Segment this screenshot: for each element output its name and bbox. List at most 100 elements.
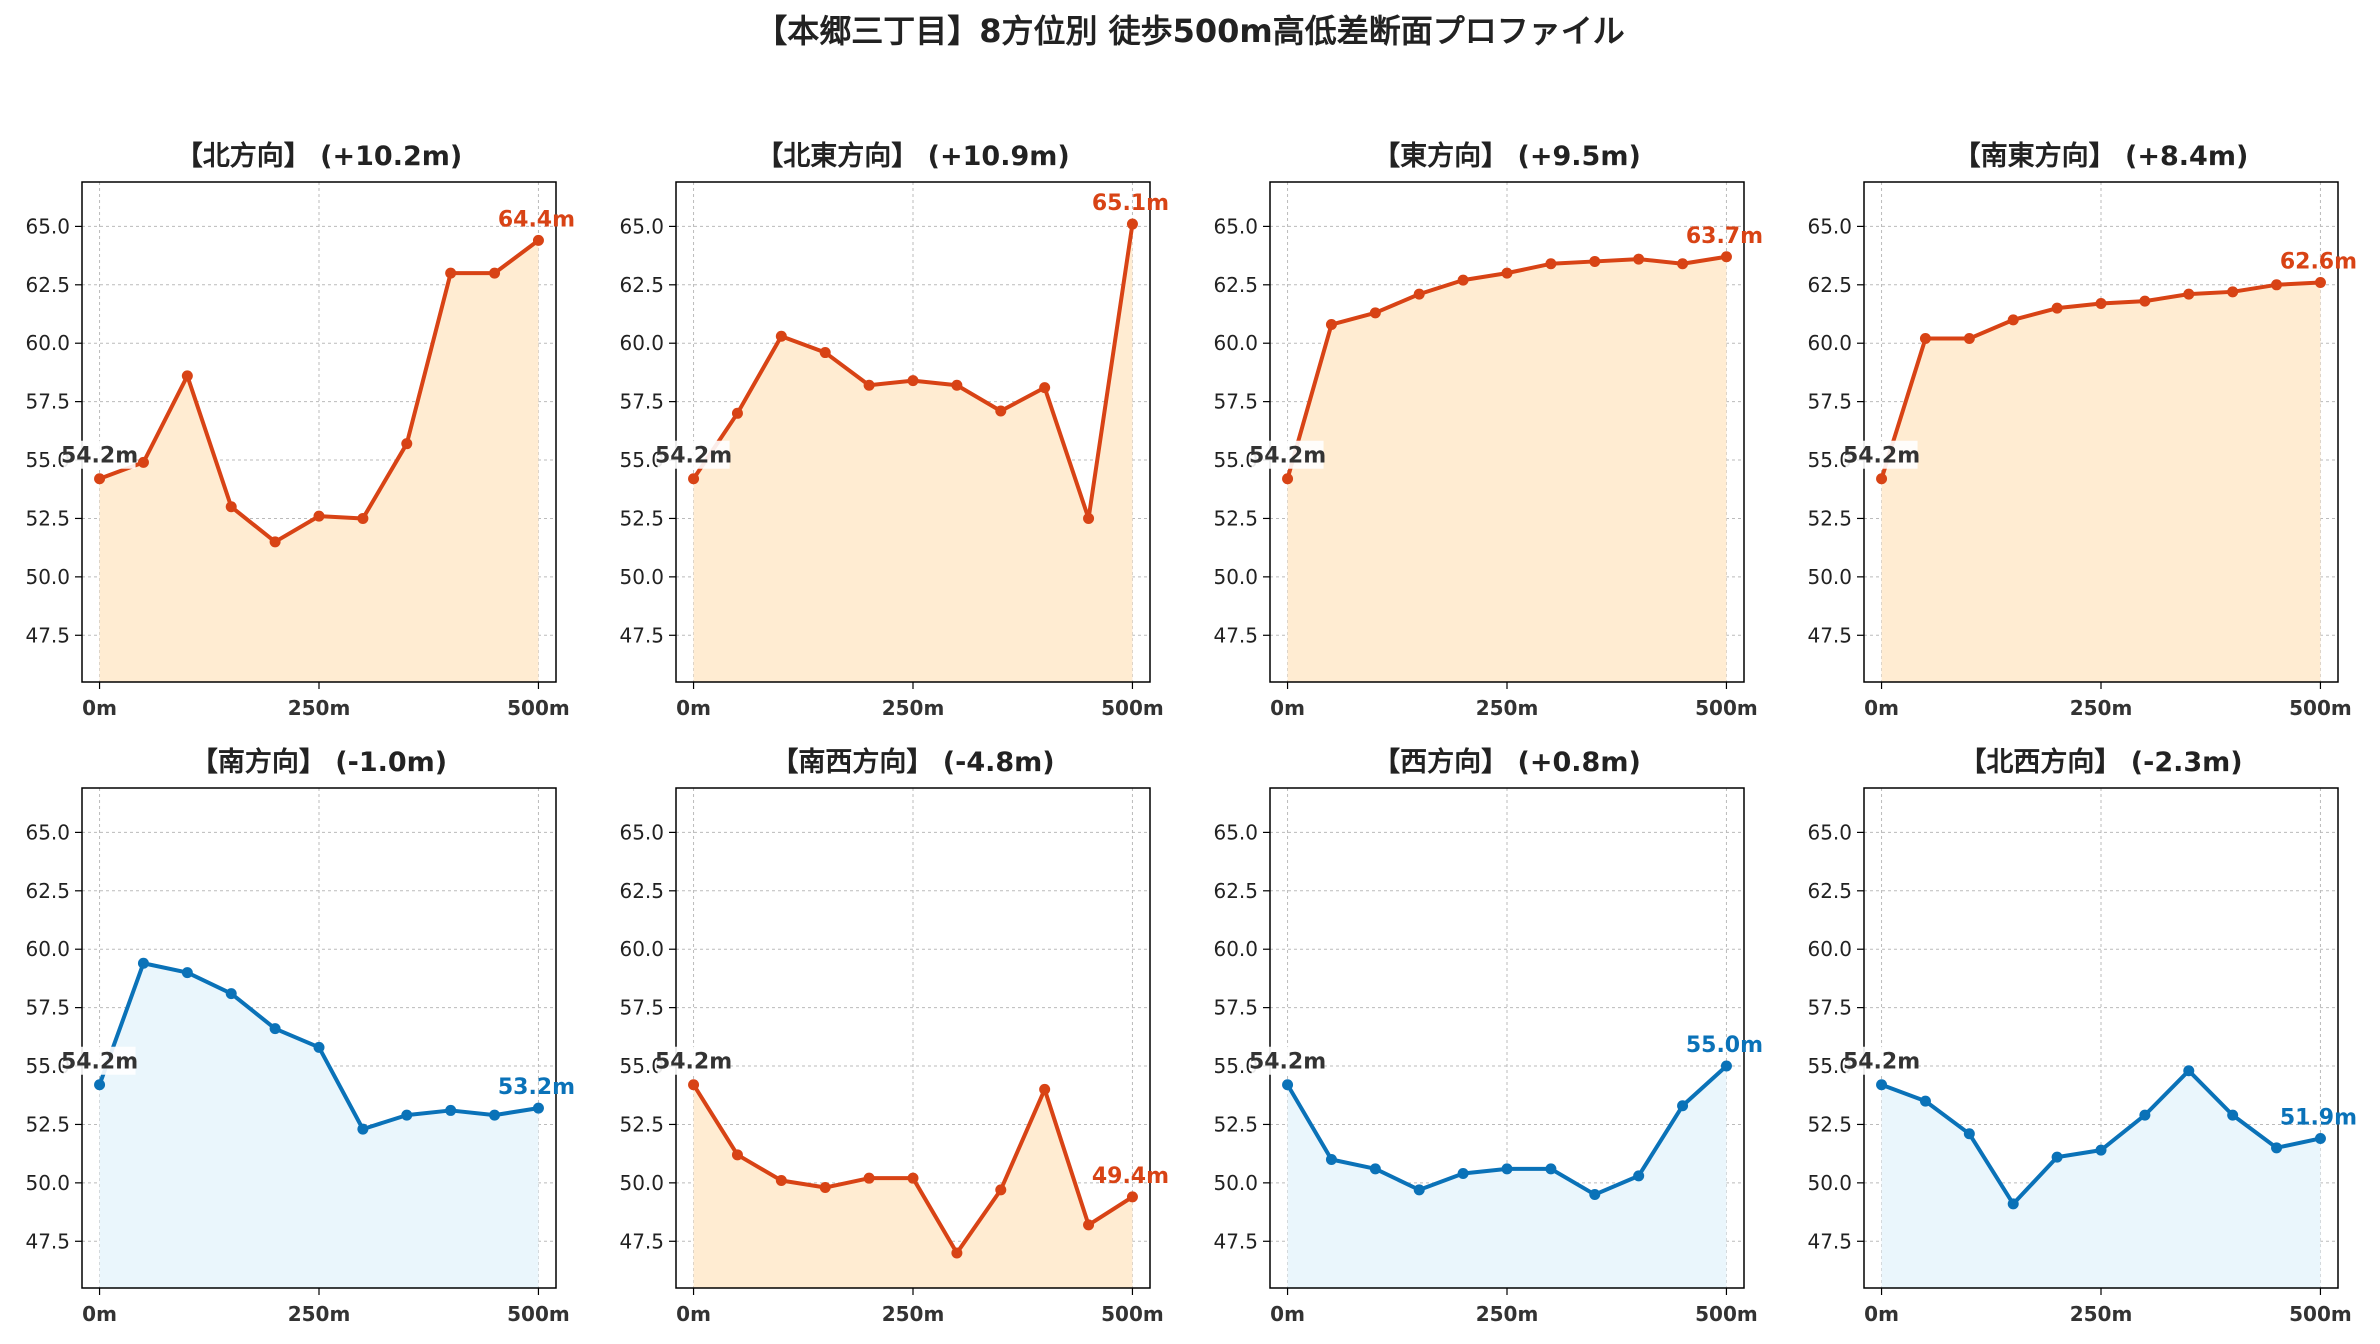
- panels-group: 【北方向】 (+10.2m) 47.5 50.0 52.5 55.0 57.5 60.0 62…: [25, 140, 2357, 1326]
- data-point: [2095, 1144, 2107, 1156]
- chart-panel-2: 【東方向】 (+9.5m) 47.5 50.0 52.5 55.0 57.5 60.0 62.…: [1213, 140, 1763, 720]
- y-tick-label: 57.5: [25, 996, 70, 1020]
- y-tick-label: 47.5: [1807, 623, 1852, 647]
- start-value-label: 54.2m: [1843, 444, 1920, 469]
- data-point: [1501, 267, 1513, 279]
- y-tick-label: 52.5: [619, 506, 664, 530]
- data-point: [181, 370, 193, 382]
- data-point: [2139, 295, 2151, 307]
- y-tick-label: 50.0: [25, 565, 70, 589]
- y-tick-label: 60.0: [1213, 937, 1258, 961]
- panel-title: 【北西方向】 (-2.3m): [1959, 746, 2242, 778]
- data-point: [2271, 279, 2283, 291]
- area-fill: [99, 240, 539, 683]
- data-point: [1919, 333, 1931, 345]
- x-tick-label: 0m: [82, 1302, 117, 1326]
- panel-title: 【東方向】 (+9.5m): [1373, 140, 1641, 172]
- end-value-label: 51.9m: [2280, 1105, 2357, 1130]
- y-tick-label: 57.5: [619, 996, 664, 1020]
- y-tick-label: 52.5: [1213, 506, 1258, 530]
- y-tick-label: 62.5: [1807, 879, 1852, 903]
- data-point: [1545, 258, 1557, 270]
- data-point: [1589, 255, 1601, 267]
- data-point: [225, 501, 237, 513]
- x-tick-label: 500m: [2289, 696, 2352, 720]
- data-point: [401, 438, 413, 450]
- y-tick-label: 62.5: [25, 273, 70, 297]
- data-point: [401, 1109, 413, 1121]
- x-tick-label: 0m: [676, 696, 711, 720]
- data-point: [2271, 1142, 2283, 1154]
- y-tick-label: 62.5: [619, 273, 664, 297]
- y-tick-label: 60.0: [1807, 937, 1852, 961]
- data-point: [2227, 286, 2239, 298]
- y-tick-label: 60.0: [1807, 331, 1852, 355]
- y-tick-label: 65.0: [1213, 820, 1258, 844]
- area-fill: [99, 963, 539, 1288]
- start-value-label: 54.2m: [655, 444, 732, 469]
- y-tick-label: 52.5: [619, 1112, 664, 1136]
- y-tick-label: 50.0: [1213, 1171, 1258, 1195]
- x-tick-label: 500m: [1101, 696, 1164, 720]
- panel-title: 【西方向】 (+0.8m): [1373, 746, 1641, 778]
- data-point: [313, 1041, 325, 1053]
- data-point: [269, 1023, 281, 1035]
- data-point: [1126, 1191, 1138, 1203]
- data-point: [1369, 307, 1381, 319]
- data-point: [2051, 302, 2063, 314]
- start-value-label: 54.2m: [61, 444, 138, 469]
- data-point: [2227, 1109, 2239, 1121]
- data-point: [1039, 382, 1051, 394]
- y-tick-label: 50.0: [1807, 565, 1852, 589]
- end-value-label: 53.2m: [498, 1075, 575, 1100]
- data-point: [951, 1247, 963, 1259]
- data-point: [94, 473, 106, 485]
- end-value-label: 62.6m: [2280, 249, 2357, 274]
- data-point: [995, 405, 1007, 417]
- data-point: [1633, 1170, 1645, 1182]
- data-point: [731, 1149, 743, 1161]
- y-tick-label: 47.5: [1213, 1229, 1258, 1253]
- y-tick-label: 65.0: [25, 820, 70, 844]
- y-tick-label: 57.5: [1213, 996, 1258, 1020]
- data-point: [1413, 1184, 1425, 1196]
- y-tick-label: 47.5: [25, 1229, 70, 1253]
- start-value-label: 54.2m: [1249, 1050, 1326, 1075]
- data-point: [1589, 1189, 1601, 1201]
- panel-title: 【南西方向】 (-4.8m): [771, 746, 1054, 778]
- x-tick-label: 250m: [288, 696, 351, 720]
- y-tick-label: 62.5: [619, 879, 664, 903]
- data-point: [1633, 253, 1645, 265]
- y-tick-label: 47.5: [1807, 1229, 1852, 1253]
- y-tick-label: 55.0: [619, 448, 664, 472]
- y-tick-label: 65.0: [1807, 820, 1852, 844]
- y-tick-label: 57.5: [25, 390, 70, 414]
- area-fill: [693, 224, 1133, 682]
- data-point: [1083, 512, 1095, 524]
- data-point: [489, 267, 501, 279]
- start-label-bg: [1845, 440, 1918, 469]
- y-tick-label: 62.5: [1213, 879, 1258, 903]
- y-tick-label: 55.0: [25, 1054, 70, 1078]
- y-tick-label: 60.0: [1213, 331, 1258, 355]
- chart-panel-5: 【南西方向】 (-4.8m) 47.5 50.0 52.5 55.0 57.5 60.0 62…: [619, 746, 1169, 1326]
- data-point: [2314, 276, 2326, 288]
- data-point: [688, 473, 700, 485]
- data-point: [137, 456, 149, 468]
- data-point: [225, 988, 237, 1000]
- end-value-label: 55.0m: [1686, 1033, 1763, 1058]
- chart-panel-1: 【北東方向】 (+10.9m) 47.5 50.0 52.5 55.0 57.5 60.0 6…: [619, 140, 1169, 720]
- start-label-bg: [63, 440, 136, 469]
- y-tick-label: 62.5: [1213, 273, 1258, 297]
- chart-panel-0: 【北方向】 (+10.2m) 47.5 50.0 52.5 55.0 57.5 60.0 62…: [25, 140, 575, 720]
- data-point: [1325, 1153, 1337, 1165]
- data-point: [2314, 1132, 2326, 1144]
- x-tick-label: 0m: [676, 1302, 711, 1326]
- start-label-bg: [1251, 440, 1324, 469]
- start-label-bg: [63, 1046, 136, 1075]
- y-tick-label: 55.0: [1213, 1054, 1258, 1078]
- y-tick-label: 55.0: [1213, 448, 1258, 472]
- x-tick-label: 0m: [1270, 696, 1305, 720]
- data-point: [1545, 1163, 1557, 1175]
